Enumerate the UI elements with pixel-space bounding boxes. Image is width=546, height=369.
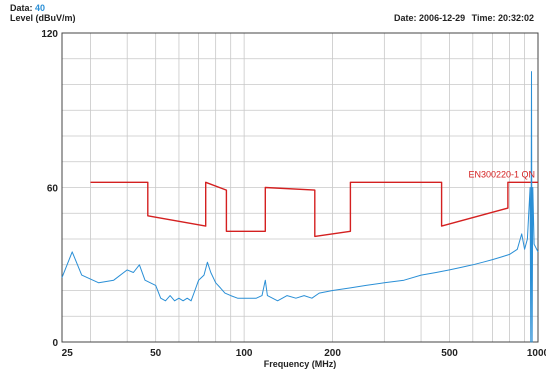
y-tick-label: 60 (47, 184, 59, 195)
x-tick-label: 25 (62, 348, 74, 359)
x-tick-label: 100 (236, 348, 253, 359)
measurement-trace (61, 71, 539, 343)
y-axis-label: Level (dBuV/m) (10, 13, 76, 23)
limit-line-label: EN300220-1 QN (468, 169, 535, 179)
plot-frame (61, 32, 539, 343)
series-group (61, 71, 539, 343)
date-value: 2006-12-29 (419, 13, 466, 23)
data-indicator: Data: 40 (10, 3, 45, 13)
x-axis-label: Frequency (MHz) (264, 359, 337, 369)
limit-line (90, 181, 538, 238)
date-label: Date: (394, 13, 417, 23)
x-tick-label: 1000 (527, 348, 546, 359)
time-value: 20:32:02 (497, 13, 534, 23)
x-tick-label: 200 (324, 348, 341, 359)
x-tick-label: 500 (441, 348, 458, 359)
y-tick-label: 0 (52, 338, 58, 349)
time-label: Time: (471, 13, 496, 23)
y-tick-label: 120 (41, 29, 58, 40)
tick-labels: 0 60 120 25 50 100 200 500 1000 (41, 29, 546, 359)
data-value: 40 (35, 3, 46, 13)
timestamp: Date: 2006-12-29 Time: 20:32:02 (394, 13, 534, 23)
grid-lines (62, 33, 538, 342)
x-tick-label: 50 (150, 348, 162, 359)
data-label: Data: (10, 3, 33, 13)
